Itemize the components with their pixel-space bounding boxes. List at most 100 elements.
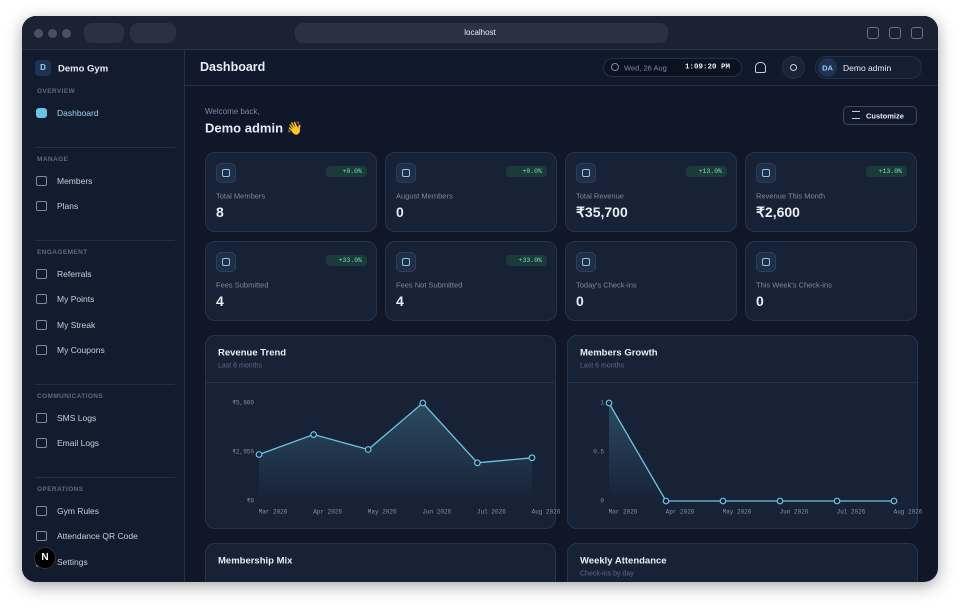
chart-title: Revenue Trend <box>218 347 287 359</box>
nav-item[interactable]: Gym Rules <box>57 505 100 516</box>
change-value: +0.0% <box>342 167 362 175</box>
url-bar[interactable] <box>295 23 668 43</box>
share-button[interactable] <box>867 27 879 39</box>
sidebar-divider <box>35 239 175 241</box>
nav-icon <box>36 412 47 423</box>
window-control[interactable] <box>62 29 71 38</box>
stat-icon <box>396 163 416 183</box>
stat-icon-glyph <box>402 169 410 177</box>
nav-icon <box>36 201 47 211</box>
footer-badge[interactable] <box>34 547 56 569</box>
stat-icon <box>216 163 236 183</box>
sidebar <box>22 50 185 582</box>
nav-item[interactable]: Members <box>57 175 93 186</box>
x-tick-label: Jun 2026 <box>422 509 451 516</box>
y-tick-label: ₹2,950 <box>232 449 254 456</box>
point <box>419 399 427 407</box>
greeting: Welcome back, <box>205 107 260 116</box>
nav-icon <box>36 531 47 541</box>
change-badge <box>506 255 547 266</box>
section-title: ENGAGEMENT <box>37 248 88 256</box>
new-tab-button[interactable] <box>889 27 901 39</box>
sidebar-toggle[interactable] <box>84 23 124 43</box>
user-menu[interactable] <box>815 56 922 79</box>
y-tick-label: 1 <box>600 400 604 407</box>
sidebar-divider <box>35 383 175 385</box>
chart-subtitle: Last 6 months <box>218 362 262 370</box>
y-tick-label: 0 <box>600 498 604 505</box>
nav-item[interactable]: Email Logs <box>57 437 100 448</box>
stat-label: Today's Check-ins <box>576 280 637 290</box>
point <box>605 399 613 407</box>
stat-icon-glyph <box>762 258 770 266</box>
stat-label: Total Members <box>216 191 266 201</box>
point <box>719 497 727 505</box>
stat-label: Fees Submitted <box>216 280 269 290</box>
url-text: localhost <box>464 28 496 37</box>
nav-item[interactable]: Referrals <box>57 268 92 279</box>
brand-name: Demo Gym <box>58 63 109 75</box>
stat-label: August Members <box>396 191 453 201</box>
window-control[interactable] <box>34 29 43 38</box>
x-tick-label: May 2026 <box>368 509 397 516</box>
section-title: COMMUNICATIONS <box>37 392 104 400</box>
area <box>609 403 894 501</box>
y-tick-label: ₹0 <box>247 498 255 505</box>
section-title: OVERVIEW <box>37 87 76 95</box>
stat-icon <box>216 252 236 272</box>
stat-value: 0 <box>396 204 404 220</box>
area <box>259 403 532 501</box>
stat-icon <box>396 252 416 272</box>
customize-icon <box>852 111 860 119</box>
customize-label[interactable]: Customize <box>866 110 904 120</box>
window-control[interactable] <box>48 29 57 38</box>
nav-buttons[interactable] <box>130 23 176 43</box>
section-title: MANAGE <box>37 155 69 163</box>
nav-item[interactable]: My Streak <box>57 319 96 330</box>
nav-icon <box>36 268 47 279</box>
change-value: +0.0% <box>522 167 542 175</box>
clock-icon <box>611 63 619 71</box>
bell-button[interactable] <box>755 62 766 73</box>
chart-title: Weekly Attendance <box>580 555 667 567</box>
theme-icon <box>790 64 797 71</box>
stat-value: 8 <box>216 204 224 220</box>
change-value: +33.0% <box>338 256 362 264</box>
customize-button[interactable] <box>843 106 917 125</box>
nav-icon <box>36 108 47 118</box>
nav-icon <box>36 294 47 304</box>
change-badge <box>326 166 367 177</box>
point <box>528 454 536 462</box>
stat-value: ₹35,700 <box>576 204 628 220</box>
stat-icon <box>576 252 596 272</box>
nav-item[interactable]: Dashboard <box>57 107 99 118</box>
nav-item[interactable]: SMS Logs <box>57 412 97 423</box>
nav-item[interactable]: My Coupons <box>57 344 105 355</box>
welcome-name: Demo admin 👋 <box>205 120 303 136</box>
stat-icon-glyph <box>222 258 230 266</box>
footer-initial: N <box>41 552 49 563</box>
nav-item[interactable]: Settings <box>57 556 88 567</box>
time: 1:09:20 PM <box>685 62 731 71</box>
point <box>890 497 898 505</box>
nav-item[interactable]: Plans <box>57 200 79 211</box>
nav-icon <box>36 319 47 330</box>
x-tick-label: Jun 2026 <box>780 509 809 516</box>
date: Wed, 26 Aug <box>624 62 667 72</box>
point <box>255 451 263 458</box>
stat-label: Fees Not Submitted <box>396 280 463 290</box>
stat-value: 0 <box>756 293 764 309</box>
nav-item[interactable]: My Points <box>57 293 95 304</box>
brand-badge <box>35 60 51 76</box>
nav-item[interactable]: Attendance QR Code <box>57 530 138 541</box>
tabs-button[interactable] <box>911 27 923 39</box>
stat-value: 4 <box>396 293 404 309</box>
chart-card <box>205 543 556 582</box>
section-title: OPERATIONS <box>37 485 84 493</box>
line <box>608 402 894 502</box>
y-tick-label: ₹5,900 <box>232 400 254 407</box>
x-tick-label: Mar 2026 <box>259 509 288 516</box>
change-badge <box>686 166 727 177</box>
